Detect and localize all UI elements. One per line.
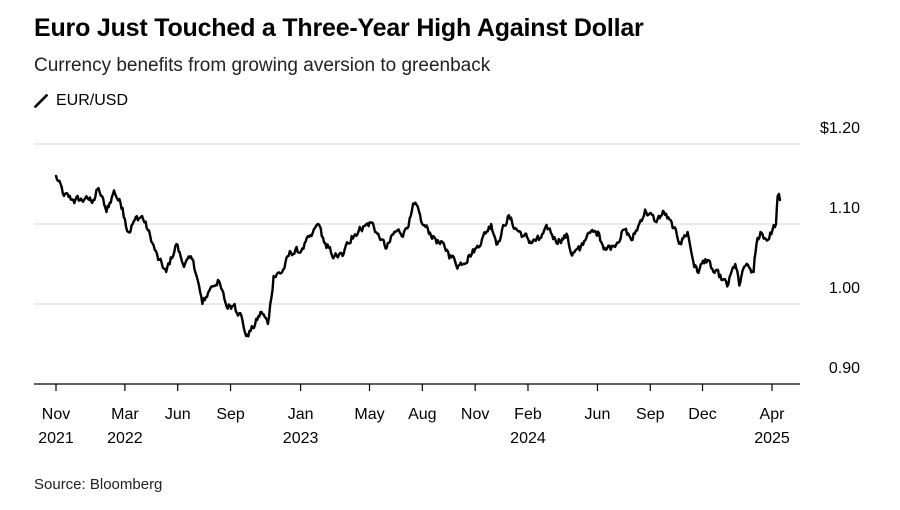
chart-title: Euro Just Touched a Three-Year High Agai…	[34, 14, 644, 42]
x-tick-label-10: Sep	[636, 406, 665, 423]
x-tick-label-2: Jun	[165, 406, 191, 423]
y-tick-label-3: 0.90	[829, 360, 860, 377]
x-tick-year-12: 2025	[754, 430, 790, 447]
legend-label-eur-usd: EUR/USD	[56, 92, 129, 109]
y-tick-label-1: 1.10	[829, 200, 860, 217]
x-tick-year-0: 2021	[38, 430, 74, 447]
x-tick-year-1: 2022	[107, 430, 143, 447]
x-tick-label-12: Apr	[760, 406, 786, 423]
x-tick-label-1: Mar	[111, 406, 139, 423]
source-note: Source: Bloomberg	[34, 476, 163, 493]
y-tick-label-0: $1.20	[820, 120, 860, 137]
y-tick-label-2: 1.00	[829, 280, 860, 297]
x-tick-label-5: May	[354, 406, 384, 423]
x-tick-label-7: Nov	[461, 406, 489, 423]
x-tick-label-8: Feb	[514, 406, 542, 423]
series-line-0	[54, 174, 782, 338]
legend-line-icon	[34, 94, 48, 108]
x-tick-label-3: Sep	[216, 406, 245, 423]
x-tick-year-4: 2023	[283, 430, 319, 447]
x-tick-label-4: Jan	[288, 406, 314, 423]
chart-subtitle: Currency benefits from growing aversion …	[34, 55, 491, 76]
x-tick-label-9: Jun	[585, 406, 611, 423]
x-tick-label-0: Nov	[42, 406, 70, 423]
x-tick-year-8: 2024	[510, 430, 546, 447]
x-tick-label-11: Dec	[688, 406, 716, 423]
chart-legend: EUR/USD	[34, 91, 128, 111]
x-tick-label-6: Aug	[408, 406, 436, 423]
